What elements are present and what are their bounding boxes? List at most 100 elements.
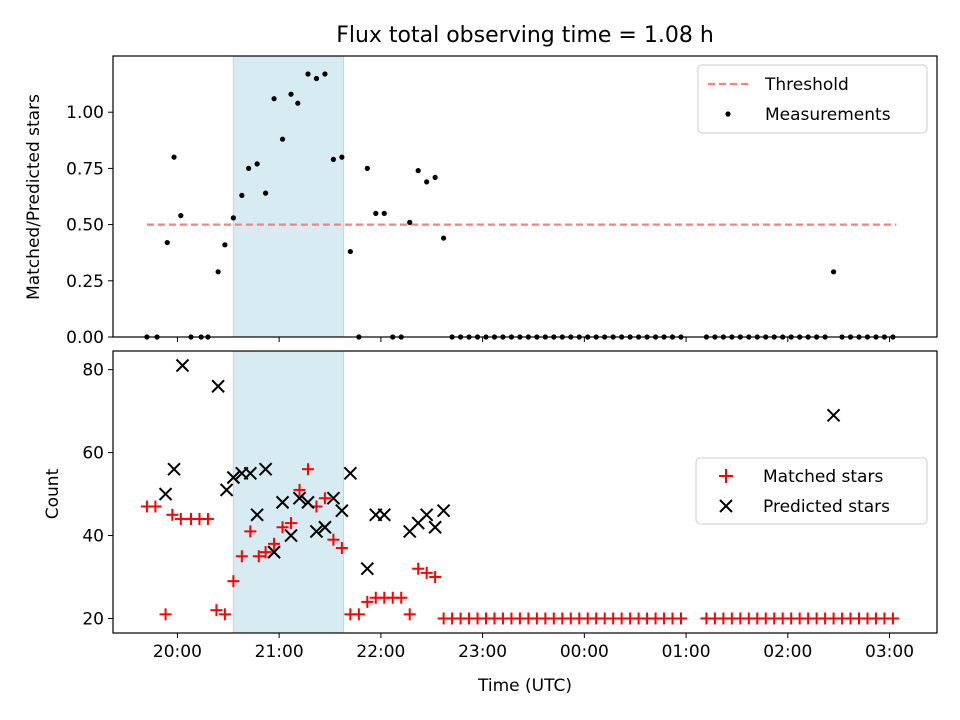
threshold-legend-label: Threshold (764, 75, 849, 95)
data-point (219, 483, 234, 497)
top-y-axis-label: Matched/Predicted stars (24, 94, 44, 300)
data-point (309, 524, 324, 539)
data-point (215, 269, 221, 275)
data-point (335, 541, 348, 554)
data-point (268, 537, 281, 550)
x-tick-label: 23:00 (458, 642, 507, 662)
data-point (201, 512, 214, 525)
data-point (339, 154, 345, 160)
data-point (886, 612, 899, 625)
bottom-y-tick-label: 20 (82, 609, 104, 629)
count-panel: 20 40 60 80 20:00 21:00 22:00 23:00 00:00 01:00 02… (82, 350, 938, 662)
data-point (239, 192, 245, 198)
data-point (244, 525, 257, 538)
data-point (288, 91, 294, 97)
data-point (441, 235, 447, 241)
data-point (258, 462, 273, 476)
data-point (301, 495, 315, 510)
data-point (276, 521, 289, 534)
data-point (313, 75, 320, 82)
data-point (292, 491, 307, 505)
data-point (293, 483, 306, 496)
data-point (159, 608, 172, 621)
data-point (364, 165, 370, 171)
data-point (230, 215, 236, 221)
top-y-tick-label: 0.25 (66, 272, 104, 292)
chart-title: Flux total observing time = 1.08 h (336, 23, 714, 48)
top-legend: Threshold Measurements (697, 64, 928, 134)
data-point (412, 562, 425, 575)
data-point (166, 508, 179, 521)
data-point (330, 156, 337, 163)
data-point (175, 358, 190, 373)
bottom-y-tick-label: 40 (82, 527, 104, 547)
data-point (243, 466, 258, 481)
data-point (377, 508, 391, 522)
data-point (218, 608, 231, 621)
data-point (254, 161, 260, 167)
data-point (335, 503, 349, 518)
data-point (226, 470, 241, 485)
data-point (279, 136, 286, 142)
top-y-tick-label: 1.00 (66, 103, 104, 123)
data-point (407, 219, 413, 225)
measurements-legend-label: Measurements (765, 105, 891, 125)
data-point (246, 165, 252, 171)
data-point (436, 503, 451, 518)
data-point (171, 154, 177, 160)
data-point (318, 492, 331, 505)
data-point (347, 248, 353, 255)
data-point (285, 517, 298, 530)
data-point (830, 269, 837, 275)
data-point (424, 179, 430, 185)
data-point (420, 566, 433, 579)
data-point (415, 168, 421, 174)
data-point (360, 562, 375, 576)
data-point (373, 210, 379, 216)
x-tick-label: 22:00 (356, 642, 405, 662)
top-y-tick-label: 0.50 (66, 216, 104, 236)
matched-legend-swatch (719, 469, 733, 483)
x-tick-label: 21:00 (255, 642, 304, 662)
data-point (267, 545, 281, 559)
x-tick-label: 20:00 (153, 642, 202, 662)
data-point (403, 608, 416, 621)
data-point (275, 495, 290, 510)
data-point (164, 239, 170, 246)
bottom-y-axis-label: Count (43, 468, 63, 519)
bottom-y-tick-label: 60 (82, 444, 104, 464)
top-legend-box (697, 64, 928, 134)
data-point (352, 608, 365, 621)
data-point (326, 491, 341, 505)
x-tick-label: 01:00 (662, 642, 711, 662)
top-y-tick-label: 0.00 (66, 328, 104, 348)
data-point (222, 242, 228, 248)
x-axis-label: Time (UTC) (477, 676, 572, 696)
data-point (284, 528, 298, 543)
data-point (305, 71, 311, 77)
data-point (174, 512, 187, 525)
data-point (235, 550, 248, 563)
x-tick-label: 03:00 (865, 642, 914, 662)
data-point (318, 520, 332, 534)
data-point (262, 190, 269, 196)
matched-legend-label: Matched stars (763, 467, 883, 487)
top-y-tick-label: 0.75 (66, 159, 104, 179)
data-point (429, 571, 442, 584)
data-point (327, 533, 340, 546)
data-point (343, 466, 358, 481)
data-point (250, 508, 264, 522)
data-point (158, 487, 173, 501)
predicted-legend-label: Predicted stars (763, 497, 890, 517)
data-point (322, 71, 328, 77)
series-predicted-stars (158, 358, 841, 576)
measurements-legend-swatch (725, 111, 731, 117)
data-point (149, 500, 162, 513)
data-point (381, 210, 387, 216)
bottom-legend: Matched stars Predicted stars (695, 457, 928, 525)
data-point (674, 612, 687, 625)
bottom-y-tick-label: 80 (82, 361, 104, 381)
top-axes-frame (112, 55, 938, 338)
data-point (361, 595, 374, 608)
